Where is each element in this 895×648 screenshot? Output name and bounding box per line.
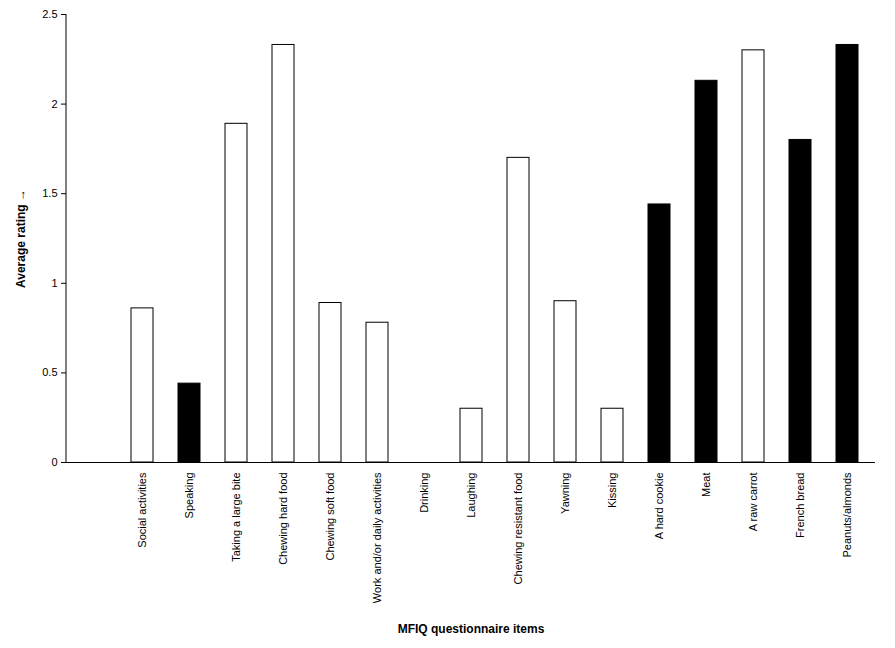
svg-text:0: 0 xyxy=(51,456,57,468)
svg-text:0.5: 0.5 xyxy=(42,366,57,378)
svg-text:2: 2 xyxy=(51,98,57,110)
svg-text:Speaking: Speaking xyxy=(183,473,195,519)
svg-text:Meat: Meat xyxy=(700,473,712,497)
svg-text:A hard cookie: A hard cookie xyxy=(653,473,665,540)
svg-text:Peanuts/almonds: Peanuts/almonds xyxy=(841,472,853,557)
svg-text:Chewing resistant food: Chewing resistant food xyxy=(512,473,524,585)
svg-text:A raw carrot: A raw carrot xyxy=(747,473,759,532)
svg-text:French bread: French bread xyxy=(794,473,806,538)
svg-text:Chewing hard food: Chewing hard food xyxy=(277,473,289,565)
svg-text:Average rating →: Average rating → xyxy=(14,189,28,288)
svg-text:1: 1 xyxy=(51,277,57,289)
svg-text:Laughing: Laughing xyxy=(465,473,477,518)
svg-text:Work and/or daily activities: Work and/or daily activities xyxy=(371,472,383,603)
svg-text:Kissing: Kissing xyxy=(606,473,618,508)
svg-text:Chewing soft food: Chewing soft food xyxy=(324,473,336,561)
svg-text:Social activities: Social activities xyxy=(136,472,148,548)
svg-text:Yawning: Yawning xyxy=(559,473,571,514)
svg-text:MFIQ questionnaire items: MFIQ questionnaire items xyxy=(398,622,545,636)
svg-text:Drinking: Drinking xyxy=(418,473,430,513)
svg-text:1.5: 1.5 xyxy=(42,187,57,199)
svg-text:2.5: 2.5 xyxy=(42,8,57,20)
svg-text:Taking a large bite: Taking a large bite xyxy=(230,473,242,562)
